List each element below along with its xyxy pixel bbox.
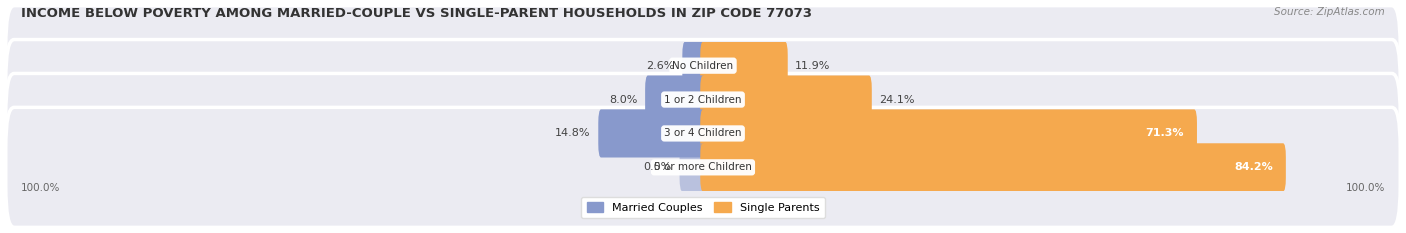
Text: 84.2%: 84.2% <box>1234 162 1272 172</box>
FancyBboxPatch shape <box>645 75 706 124</box>
Text: Source: ZipAtlas.com: Source: ZipAtlas.com <box>1274 7 1385 17</box>
Text: 100.0%: 100.0% <box>21 183 60 193</box>
FancyBboxPatch shape <box>6 6 1400 126</box>
FancyBboxPatch shape <box>700 143 1286 191</box>
Text: 100.0%: 100.0% <box>1346 183 1385 193</box>
FancyBboxPatch shape <box>700 75 872 124</box>
Legend: Married Couples, Single Parents: Married Couples, Single Parents <box>581 197 825 218</box>
FancyBboxPatch shape <box>700 42 787 90</box>
FancyBboxPatch shape <box>682 42 706 90</box>
Text: 5 or more Children: 5 or more Children <box>654 162 752 172</box>
Text: 14.8%: 14.8% <box>555 128 591 138</box>
FancyBboxPatch shape <box>700 109 1197 158</box>
Text: 8.0%: 8.0% <box>609 95 637 105</box>
FancyBboxPatch shape <box>6 40 1400 160</box>
Text: 3 or 4 Children: 3 or 4 Children <box>664 128 742 138</box>
Text: INCOME BELOW POVERTY AMONG MARRIED-COUPLE VS SINGLE-PARENT HOUSEHOLDS IN ZIP COD: INCOME BELOW POVERTY AMONG MARRIED-COUPL… <box>21 7 813 20</box>
Text: No Children: No Children <box>672 61 734 71</box>
Text: 0.0%: 0.0% <box>644 162 672 172</box>
Text: 11.9%: 11.9% <box>796 61 831 71</box>
FancyBboxPatch shape <box>6 73 1400 193</box>
Text: 1 or 2 Children: 1 or 2 Children <box>664 95 742 105</box>
Text: 71.3%: 71.3% <box>1146 128 1184 138</box>
FancyBboxPatch shape <box>599 109 706 158</box>
FancyBboxPatch shape <box>6 107 1400 227</box>
FancyBboxPatch shape <box>679 143 706 191</box>
Text: 2.6%: 2.6% <box>647 61 675 71</box>
Text: 24.1%: 24.1% <box>879 95 915 105</box>
